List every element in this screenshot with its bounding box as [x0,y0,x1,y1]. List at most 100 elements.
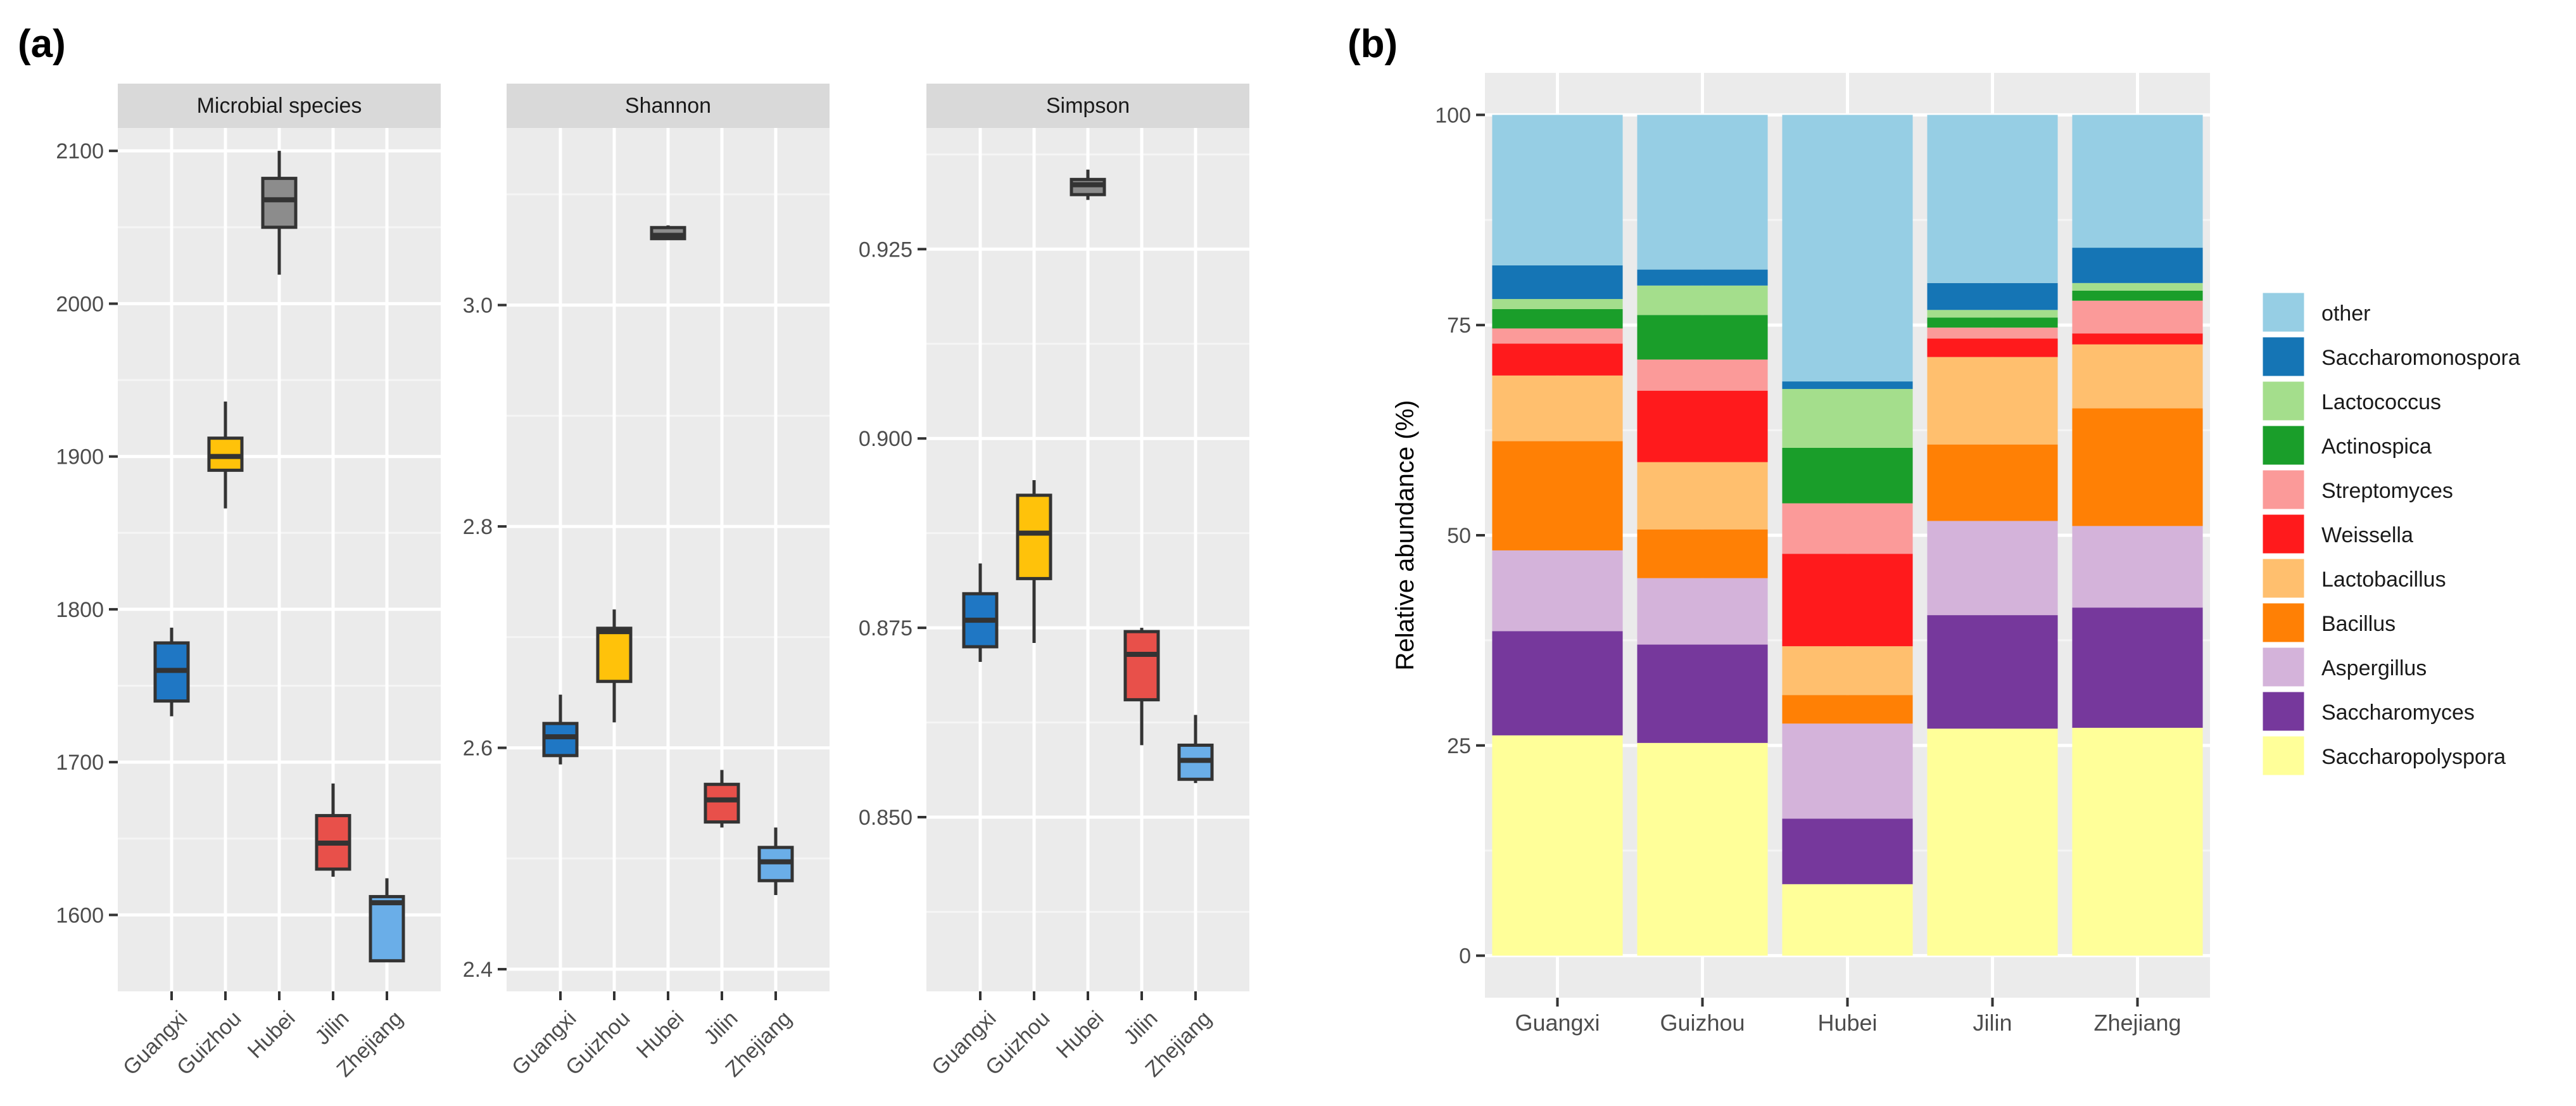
y-tick-label: 2.4 [463,958,493,982]
y-tick-label: 0.900 [859,427,912,451]
facet-title: Shannon [625,94,711,118]
y-tick-label: 25 [1447,734,1471,758]
legend-key-saccharomonospora [2261,335,2306,378]
bar-segment-zhejiang-weissella [2072,333,2203,345]
bar-segment-guangxi-aspergillus [1492,550,1623,632]
legend-label-saccharomyces: Saccharomyces [2321,701,2475,725]
stacked-bar-chart: 0 25 50 75 100 Guangxi Guizhou Hubei Jilin Zhejia… [1391,73,2210,1036]
bar-segment-guizhou-bacillus [1637,529,1768,578]
bar-segment-jilin-other [1927,115,2058,283]
y-axis-title: Relative abundance (%) [1391,400,1419,671]
x-tick-label-guizhou: Guizhou [1660,1010,1745,1036]
y-tick-label: 2100 [56,139,104,163]
x-tick-label-jilin: Jilin [699,1007,742,1050]
box-zhejiang [369,894,405,963]
y-tick-label: 1600 [56,903,104,927]
bar-segment-hubei-saccharopolyspora [1782,884,1913,956]
y-tick-label: 50 [1447,524,1471,548]
box-jilin [704,782,740,824]
bar-segment-hubei-aspergillus [1782,723,1913,819]
boxplot-microbial-species: Microbial species 1600 1700 1800 1900 2000 210… [56,84,441,1082]
bar-segment-hubei-bacillus [1782,695,1913,724]
bar-segment-guangxi-lactobacillus [1492,375,1623,442]
legend-key-weissella [2261,512,2306,556]
bar-segment-guangxi-lactococcus [1492,299,1623,309]
x-tick-label-jilin: Jilin [1119,1007,1162,1050]
bar-segment-guizhou-saccharomyces [1637,644,1768,743]
bar-segment-jilin-lactobacillus [1927,357,2058,445]
facet-strip [507,84,830,128]
legend-label-bacillus: Bacillus [2321,612,2396,636]
y-tick-label: 0.925 [859,238,912,262]
bar-segment-guizhou-weissella [1637,390,1768,462]
bar-segment-guangxi-bacillus [1492,441,1623,550]
legend-key-saccharopolyspora [2261,734,2306,777]
x-tick-label-jilin: Jilin [310,1007,353,1050]
bar-segment-hubei-lactococcus [1782,389,1913,448]
y-tick-label: 1800 [56,598,104,622]
box-jilin [1123,630,1160,702]
bar-segment-zhejiang-actinospica [2072,290,2203,301]
bar-segment-zhejiang-lactococcus [2072,283,2203,291]
bar-segment-guizhou-streptomyces [1637,359,1768,391]
bar-segment-guangxi-saccharomonospora [1492,265,1623,300]
box-guangxi [542,721,579,758]
bar-segment-hubei-saccharomyces [1782,818,1913,884]
y-tick-label: 3.0 [463,294,493,318]
legend-key-lactobacillus [2261,557,2306,600]
legend-label-saccharomonospora: Saccharomonospora [2321,346,2520,370]
bar-segment-guizhou-saccharopolyspora [1637,742,1768,956]
box-guizhou [596,626,633,683]
bar-segment-jilin-saccharomyces [1927,615,2058,729]
bar-segment-guizhou-aspergillus [1637,578,1768,645]
facet-title: Simpson [1046,94,1130,118]
bar-segment-jilin-saccharopolyspora [1927,728,2058,956]
bar-segment-zhejiang-other [2072,115,2203,248]
bar-segment-guangxi-streptomyces [1492,328,1623,344]
legend-label-weissella: Weissella [2321,523,2413,547]
legend-key-lactococcus [2261,379,2306,423]
bar-segment-jilin-actinospica [1927,317,2058,328]
stacked-bar-legend: other Saccharomonospora Lactococcus Actinos… [2261,291,2520,777]
y-tick-label: 0 [1459,944,1471,969]
y-tick-label: 2.6 [463,737,493,761]
bar-segment-hubei-streptomyces [1782,503,1913,554]
bar-segment-jilin-bacillus [1927,444,2058,521]
panel-b-label: (b) [1348,22,1398,66]
legend-key-aspergillus [2261,645,2306,689]
bar-segment-guangxi-other [1492,115,1623,265]
legend-key-actinospica [2261,424,2306,467]
bar-segment-zhejiang-bacillus [2072,408,2203,526]
bar-segment-zhejiang-streptomyces [2072,300,2203,334]
x-tick-label-hubei: Hubei [1817,1010,1877,1036]
bar-segment-jilin-streptomyces [1927,327,2058,339]
x-tick-label-hubei: Hubei [243,1007,300,1064]
bar-segment-hubei-other [1782,115,1913,382]
bar-segment-guizhou-lactobacillus [1637,462,1768,530]
y-tick-label: 1900 [56,445,104,469]
legend-label-lactococcus: Lactococcus [2321,390,2441,414]
bar-segment-hubei-weissella [1782,554,1913,647]
y-tick-label: 0.875 [859,616,912,640]
bar-segment-hubei-actinospica [1782,447,1913,504]
bar-segment-guizhou-actinospica [1637,315,1768,360]
bar-segment-guizhou-lactococcus [1637,285,1768,315]
bar-segment-zhejiang-lactobacillus [2072,344,2203,409]
legend-label-other: other [2321,302,2371,326]
bar-segment-hubei-saccharomonospora [1782,381,1913,390]
x-tick-label-guangxi: Guangxi [1515,1010,1600,1036]
y-tick-label: 0.850 [859,806,912,830]
y-tick-label: 2.8 [463,515,493,539]
y-tick-label: 75 [1447,314,1471,338]
legend-key-other [2261,291,2306,334]
x-tick-label-zhejiang: Zhejiang [2093,1010,2181,1036]
bar-segment-jilin-lactococcus [1927,310,2058,318]
legend-label-saccharopolyspora: Saccharopolyspora [2321,745,2506,769]
legend-label-aspergillus: Aspergillus [2321,656,2427,680]
legend-label-streptomyces: Streptomyces [2321,479,2453,503]
bar-segment-guangxi-saccharomyces [1492,631,1623,735]
bar-segment-jilin-weissella [1927,338,2058,357]
bar-segment-guangxi-actinospica [1492,308,1623,329]
